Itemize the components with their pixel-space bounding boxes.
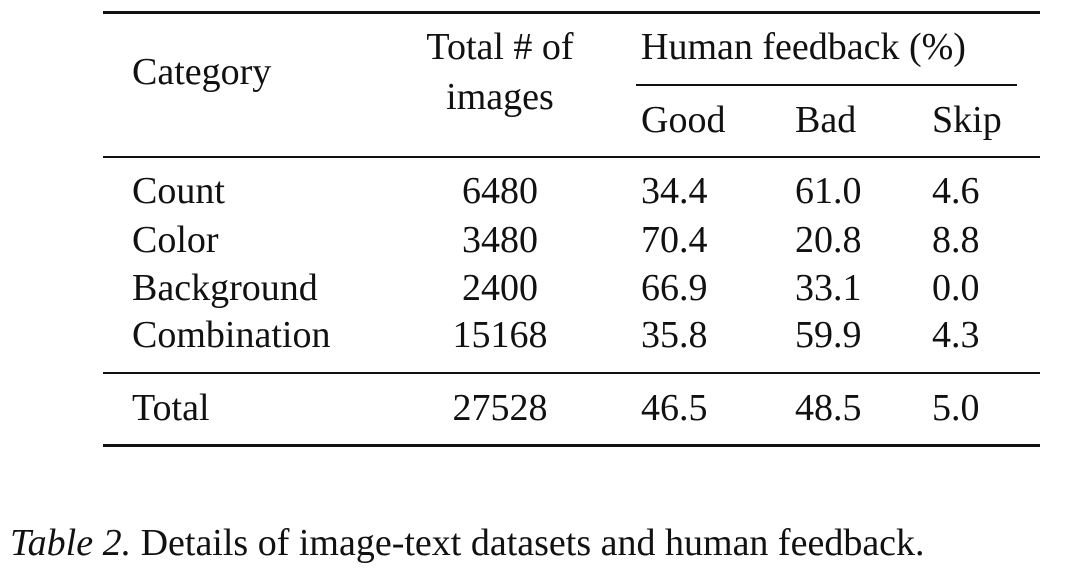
cell-category: Count [132,170,225,212]
header-category: Category [132,51,272,93]
cell-good: 70.4 [641,219,708,261]
cell-skip: 8.8 [932,219,980,261]
cell-good: 35.8 [641,314,708,356]
header-total: Total # of [426,26,574,68]
cell-total: 15168 [452,314,548,356]
cell-skip: 4.3 [932,314,980,356]
header-feedback: Human feedback (%) [641,26,966,68]
cell-bad: 20.8 [795,219,862,261]
cell-total: 2400 [462,267,538,309]
top-rule [103,11,1040,14]
subheader: Bad [795,99,857,141]
cell-category: Combination [132,314,331,356]
group-rule [636,84,1017,86]
cell-bad: 33.1 [795,267,862,309]
cell-bad: 61.0 [795,170,862,212]
cell-total: 3480 [462,219,538,261]
cell-category: Color [132,219,219,261]
cell-bad: 59.9 [795,314,862,356]
bottom-rule [103,444,1040,447]
cell-total: 27528 [452,387,548,429]
cell-bad: 48.5 [795,387,862,429]
cell-skip: 4.6 [932,170,980,212]
cell-skip: 0.0 [932,267,980,309]
total-rule [103,372,1040,374]
cell-category: Background [132,267,318,309]
caption: Table 2. Details of image-text datasets … [10,520,925,566]
header-rule [103,156,1040,158]
cell-good: 66.9 [641,267,708,309]
subheader: Good [641,99,726,141]
cell-good: 46.5 [641,387,708,429]
cell-total: 6480 [462,170,538,212]
cell-skip: 5.0 [932,387,980,429]
cell-good: 34.4 [641,170,708,212]
header-total: images [446,76,554,118]
cell-category: Total [132,387,210,429]
subheader: Skip [932,99,1002,141]
caption-text: Details of image-text datasets and human… [140,522,925,564]
caption-label: Table 2. [10,522,132,564]
